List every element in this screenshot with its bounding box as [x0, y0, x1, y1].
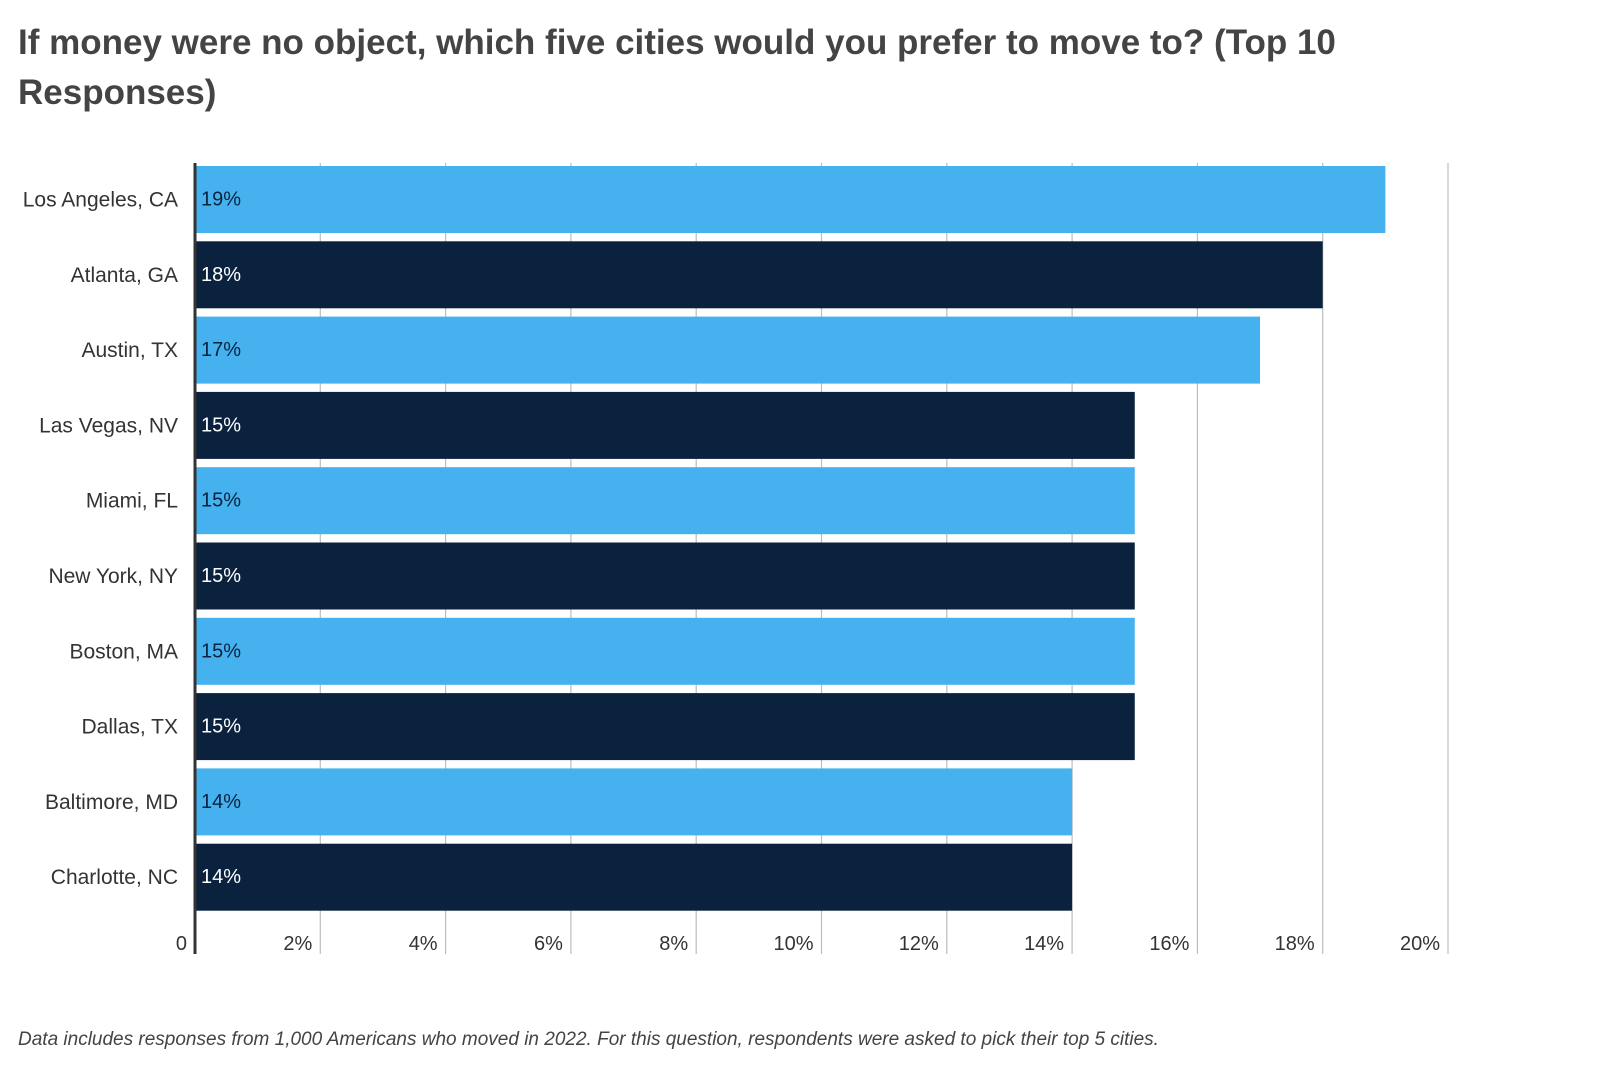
x-tick-label: 6%: [534, 933, 563, 955]
bar: [195, 542, 1135, 610]
category-label: Charlotte, NC: [51, 866, 178, 889]
bar: [195, 316, 1261, 384]
category-label: Austin, TX: [82, 339, 179, 362]
x-tick-label: 10%: [773, 933, 813, 955]
category-label: Atlanta, GA: [71, 264, 178, 287]
x-tick-label: 16%: [1149, 933, 1189, 955]
data-label: 14%: [201, 866, 241, 888]
bar: [195, 241, 1323, 309]
bar: [195, 166, 1386, 233]
data-label: 18%: [201, 264, 241, 286]
x-tick-label: 2%: [283, 933, 312, 955]
labels: 0 2% 4% 6% 8% 10% 12% 14% 16% 18% 20% Los Angeles, …: [23, 189, 1440, 956]
footnote: Data includes responses from 1,000 Ameri…: [18, 1029, 1159, 1050]
data-label: 17%: [201, 339, 241, 361]
x-tick-label: 18%: [1275, 933, 1315, 955]
data-label: 15%: [201, 716, 241, 738]
x-tick-label: 14%: [1024, 933, 1064, 955]
bar: [195, 391, 1135, 459]
category-label: Los Angeles, CA: [23, 189, 178, 212]
bar-chart: 0 2% 4% 6% 8% 10% 12% 14% 16% 18% 20% Los Angeles, …: [23, 163, 1449, 956]
x-tick-label: 8%: [659, 933, 688, 955]
category-label: Baltimore, MD: [45, 791, 178, 814]
chart-title: If money were no object, which five citi…: [18, 23, 1336, 112]
data-label: 15%: [201, 565, 241, 587]
data-label: 19%: [201, 189, 241, 211]
bar: [195, 768, 1073, 836]
category-label: Dallas, TX: [82, 716, 178, 739]
x-tick-label: 12%: [899, 933, 939, 955]
bar: [195, 843, 1073, 911]
data-label: 15%: [201, 490, 241, 512]
category-label: Las Vegas, NV: [39, 414, 178, 437]
data-label: 15%: [201, 414, 241, 436]
category-label: New York, NY: [48, 565, 178, 588]
x-tick-label: 0: [176, 933, 187, 955]
category-label: Boston, MA: [69, 640, 178, 663]
category-label: Miami, FL: [86, 490, 178, 513]
bar: [195, 693, 1135, 761]
bars: [195, 166, 1386, 911]
bar: [195, 467, 1135, 535]
x-tick-label: 20%: [1400, 933, 1440, 955]
data-label: 14%: [201, 791, 241, 813]
data-label: 15%: [201, 640, 241, 662]
x-tick-label: 4%: [409, 933, 438, 955]
bar: [195, 617, 1135, 685]
